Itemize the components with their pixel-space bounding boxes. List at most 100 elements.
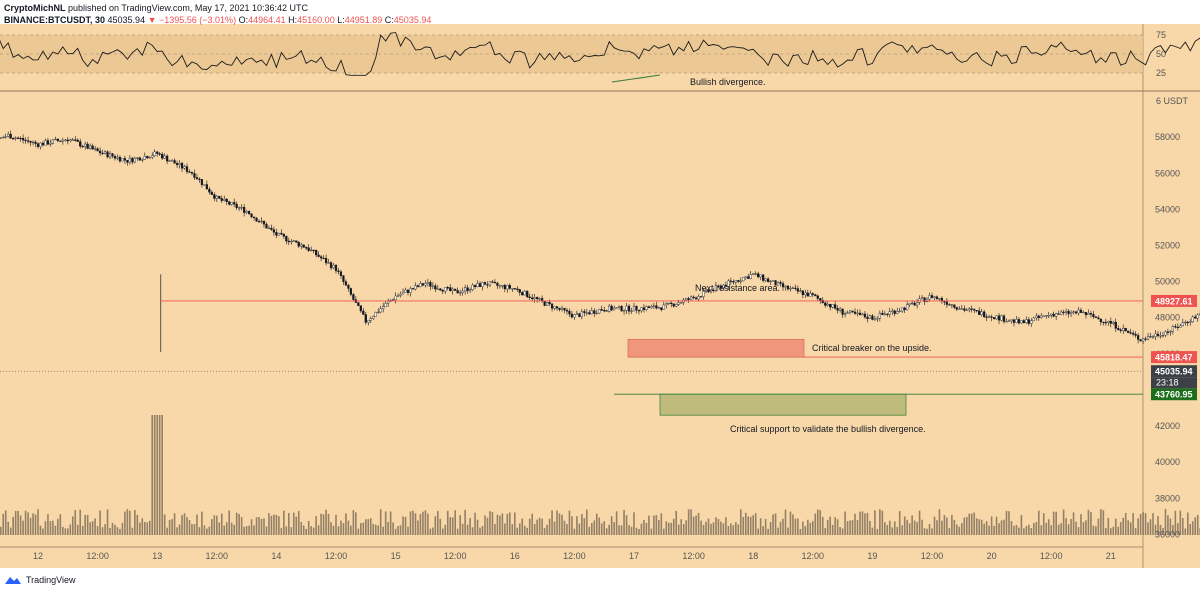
candle-body <box>799 290 802 292</box>
volume-bar <box>876 528 879 535</box>
volume-bar <box>1047 519 1050 535</box>
tradingview-logo-icon[interactable] <box>4 575 22 585</box>
candle-body <box>861 313 864 316</box>
volume-bar <box>171 519 173 535</box>
candle-body <box>779 282 782 284</box>
volume-bar <box>273 514 275 535</box>
volume-bar <box>332 525 335 535</box>
candle-body <box>183 166 186 169</box>
breaker-zone <box>627 338 805 358</box>
candle-body <box>1030 320 1033 324</box>
volume-bar <box>146 522 149 535</box>
candle-body <box>161 153 164 159</box>
volume-bar <box>2 513 5 535</box>
volume-bar <box>879 509 881 535</box>
candle-body <box>327 262 330 264</box>
volume-bar <box>250 519 253 535</box>
volume-bar <box>1015 524 1018 535</box>
candle-body <box>767 278 770 282</box>
candle-body <box>1069 312 1073 315</box>
candle-body <box>213 194 216 199</box>
candle-body <box>1002 315 1006 322</box>
candle-body <box>1149 336 1152 338</box>
volume-bar <box>91 521 94 535</box>
volume-bar <box>14 510 17 535</box>
volume-bar <box>99 510 101 535</box>
candle-body <box>498 285 501 287</box>
candle-body <box>722 284 725 289</box>
candle-body <box>175 163 179 166</box>
candle-body <box>469 289 472 292</box>
candle-body <box>305 247 308 249</box>
candle-body <box>1010 319 1013 322</box>
author-name[interactable]: CryptoMichNL <box>4 3 66 13</box>
volume-bar <box>484 515 486 535</box>
volume-bar <box>151 415 154 535</box>
candle-body <box>1057 313 1060 315</box>
volume-bar <box>181 515 183 535</box>
candle-body <box>955 307 958 310</box>
candle-body <box>245 211 248 213</box>
volume-bar <box>327 513 330 535</box>
annotation-support: Critical support to validate the bullish… <box>730 424 926 434</box>
candle-body <box>220 198 223 201</box>
brand-label[interactable]: TradingView <box>26 575 76 585</box>
volume-bar <box>943 515 946 535</box>
candle-body <box>585 312 588 314</box>
candle-body <box>1189 321 1192 323</box>
candle-body <box>647 306 650 309</box>
symbol-label[interactable]: BINANCE:BTCUSDT, 30 <box>4 15 106 25</box>
candle-body <box>1117 328 1120 331</box>
volume-bar <box>47 514 49 535</box>
candle-body <box>995 315 998 320</box>
candle-body <box>228 201 231 205</box>
volume-bar <box>667 522 670 535</box>
volume-bar <box>22 520 24 535</box>
countdown-label: 23:18 <box>1156 378 1179 388</box>
candle-body <box>377 311 380 314</box>
candle-body <box>362 310 365 315</box>
candle-body <box>252 216 256 219</box>
candle-body <box>138 157 141 161</box>
volume-bar <box>1102 510 1105 535</box>
volume-bar <box>183 513 186 535</box>
volume-bar <box>459 515 461 535</box>
candle-body <box>141 159 144 161</box>
volume-bar <box>640 523 643 535</box>
volume-bar <box>206 528 208 535</box>
volume-bar <box>504 523 506 535</box>
candle-body <box>605 310 608 312</box>
candle-body <box>81 145 84 148</box>
volume-bar <box>797 518 799 535</box>
volume-bar <box>730 523 732 535</box>
volume-bar <box>44 521 47 535</box>
volume-bar <box>864 513 866 535</box>
candle-body <box>980 311 983 315</box>
volume-bar <box>965 517 968 535</box>
candle-body <box>707 289 710 293</box>
candle-body <box>488 281 492 286</box>
volume-bar <box>444 524 447 535</box>
candle-body <box>635 305 638 311</box>
volume-bar <box>645 522 648 535</box>
candle-body <box>640 307 643 312</box>
volume-bar <box>121 522 124 535</box>
volume-bar <box>834 517 836 535</box>
candle-body <box>322 257 325 260</box>
candle-body <box>516 288 519 290</box>
volume-bar <box>893 521 896 535</box>
volume-bar <box>136 514 139 535</box>
candle-body <box>2 137 5 139</box>
volume-bar <box>434 516 437 535</box>
volume-bar <box>384 511 387 535</box>
candle-body <box>570 313 574 318</box>
candle-body <box>464 287 467 292</box>
candle-body <box>826 303 829 306</box>
candle-body <box>553 306 556 309</box>
volume-bar <box>916 522 918 535</box>
volume-bar <box>168 519 171 535</box>
volume-bar <box>27 512 29 535</box>
volume-bar <box>1080 514 1082 535</box>
candle-body <box>868 315 872 319</box>
